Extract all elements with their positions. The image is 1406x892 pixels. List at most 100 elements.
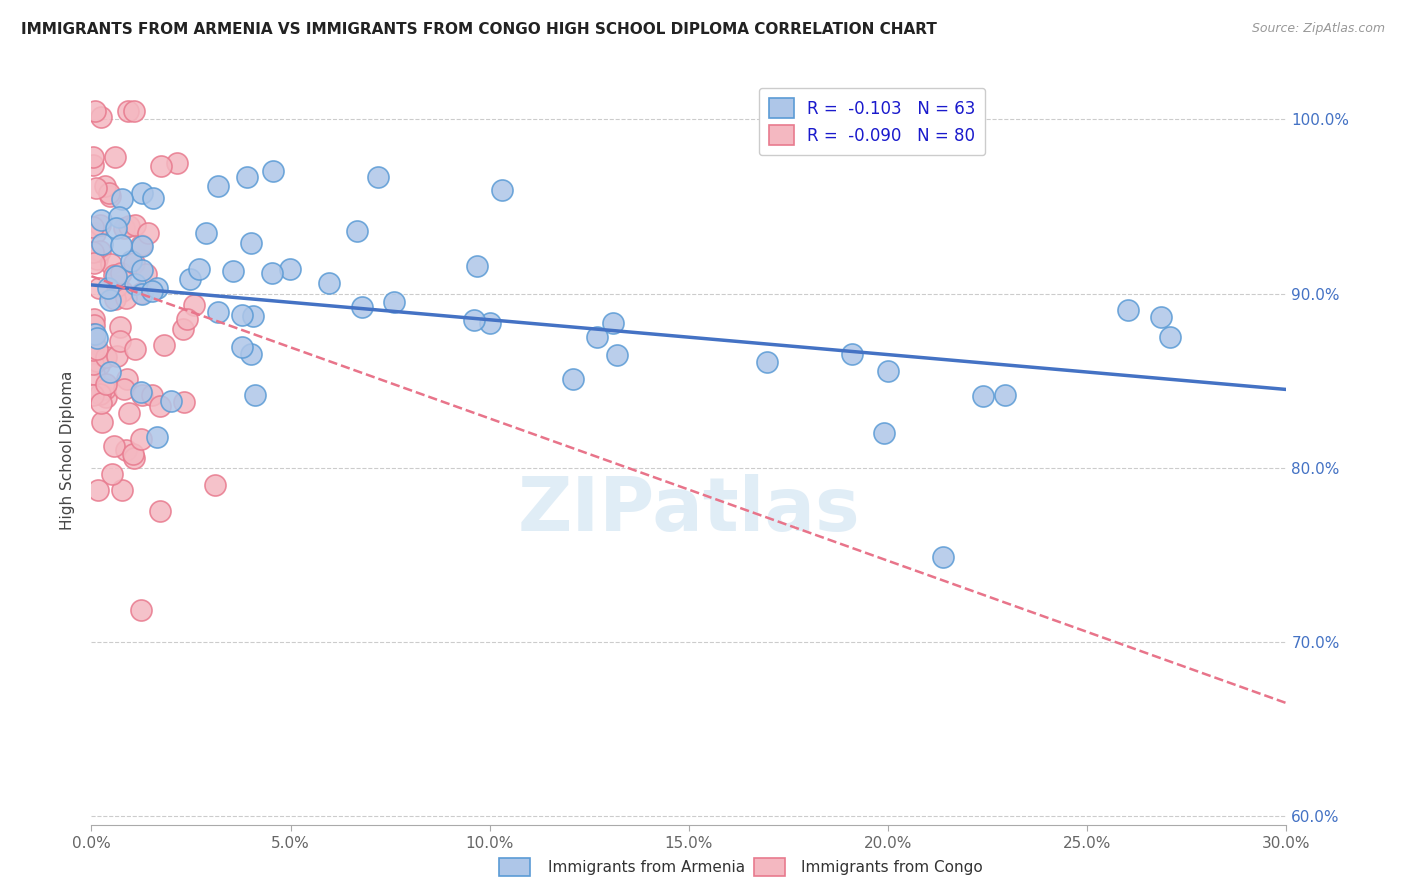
Point xyxy=(115,372,138,386)
Point xyxy=(129,385,152,400)
Point xyxy=(89,387,111,401)
Point xyxy=(124,218,146,232)
Point xyxy=(124,256,146,270)
Point xyxy=(110,266,132,280)
Point xyxy=(122,450,145,465)
Point xyxy=(100,257,122,271)
Point xyxy=(90,415,112,429)
Point xyxy=(114,442,136,457)
Point xyxy=(1150,310,1173,324)
Point xyxy=(82,158,104,172)
Point xyxy=(207,179,229,194)
Point xyxy=(131,186,153,200)
Point xyxy=(873,426,896,441)
Point xyxy=(478,316,501,330)
Point xyxy=(152,337,174,351)
Point xyxy=(87,483,110,497)
Point xyxy=(118,219,141,233)
Point xyxy=(146,281,169,295)
Point xyxy=(149,503,172,517)
Point xyxy=(104,269,127,284)
Point xyxy=(173,394,195,409)
Point xyxy=(121,254,143,268)
Point xyxy=(97,281,120,295)
Point xyxy=(141,284,163,298)
Text: Immigrants from Armenia: Immigrants from Armenia xyxy=(548,860,745,874)
Point xyxy=(114,291,136,305)
Point xyxy=(110,238,132,252)
Point xyxy=(318,276,340,290)
Point xyxy=(755,354,778,368)
Point xyxy=(142,191,165,205)
Point xyxy=(83,256,105,270)
Point xyxy=(83,318,105,332)
Y-axis label: High School Diploma: High School Diploma xyxy=(60,371,76,530)
Point xyxy=(188,261,211,276)
Point xyxy=(108,210,131,224)
Text: Immigrants from Congo: Immigrants from Congo xyxy=(801,860,983,874)
Point xyxy=(931,549,953,564)
Legend: R =  -0.103   N = 63, R =  -0.090   N = 80: R = -0.103 N = 63, R = -0.090 N = 80 xyxy=(759,88,986,155)
Point xyxy=(129,286,152,301)
Point xyxy=(278,262,301,277)
Point xyxy=(179,272,201,286)
Point xyxy=(131,286,153,301)
Point xyxy=(463,312,485,326)
Point xyxy=(103,268,125,282)
Point xyxy=(262,164,284,178)
Point xyxy=(149,399,172,413)
Point xyxy=(1118,303,1140,318)
Point xyxy=(82,388,104,402)
Point xyxy=(82,220,104,235)
Point xyxy=(231,340,253,354)
Point xyxy=(231,308,253,322)
Point xyxy=(602,316,624,330)
Point xyxy=(141,388,163,402)
Point xyxy=(166,156,188,170)
Point xyxy=(96,391,118,405)
Point xyxy=(146,429,169,443)
Point xyxy=(83,312,105,326)
Point xyxy=(83,336,105,351)
Point xyxy=(91,237,114,252)
Point xyxy=(585,330,607,344)
Point xyxy=(94,377,117,392)
Point xyxy=(86,343,108,357)
Point xyxy=(240,347,263,361)
Point xyxy=(159,394,181,409)
Point xyxy=(94,179,117,194)
Point xyxy=(382,294,405,309)
Text: ZIPatlas: ZIPatlas xyxy=(517,474,860,547)
Point xyxy=(82,151,104,165)
Point xyxy=(110,192,132,206)
Point xyxy=(121,447,143,461)
Point xyxy=(118,406,141,420)
Point xyxy=(84,181,107,195)
Point xyxy=(111,284,134,298)
Point xyxy=(260,266,283,280)
Point xyxy=(135,268,157,282)
Point xyxy=(86,252,108,266)
Point xyxy=(112,220,135,235)
Point xyxy=(240,236,263,251)
Point xyxy=(1159,330,1181,344)
Point xyxy=(204,478,226,492)
Point xyxy=(98,186,121,201)
Point xyxy=(194,226,217,240)
Point xyxy=(122,103,145,118)
Point xyxy=(83,367,105,381)
Point xyxy=(82,357,104,371)
Point xyxy=(993,388,1015,402)
Point xyxy=(124,277,146,292)
Text: IMMIGRANTS FROM ARMENIA VS IMMIGRANTS FROM CONGO HIGH SCHOOL DIPLOMA CORRELATION: IMMIGRANTS FROM ARMENIA VS IMMIGRANTS FR… xyxy=(21,22,936,37)
Point xyxy=(90,212,112,227)
Point xyxy=(562,372,585,386)
Point xyxy=(972,389,994,403)
Point xyxy=(94,382,117,396)
Point xyxy=(242,310,264,324)
Point xyxy=(236,169,259,184)
Point xyxy=(89,244,111,259)
Point xyxy=(87,358,110,372)
Point xyxy=(207,305,229,319)
Point xyxy=(104,150,127,164)
